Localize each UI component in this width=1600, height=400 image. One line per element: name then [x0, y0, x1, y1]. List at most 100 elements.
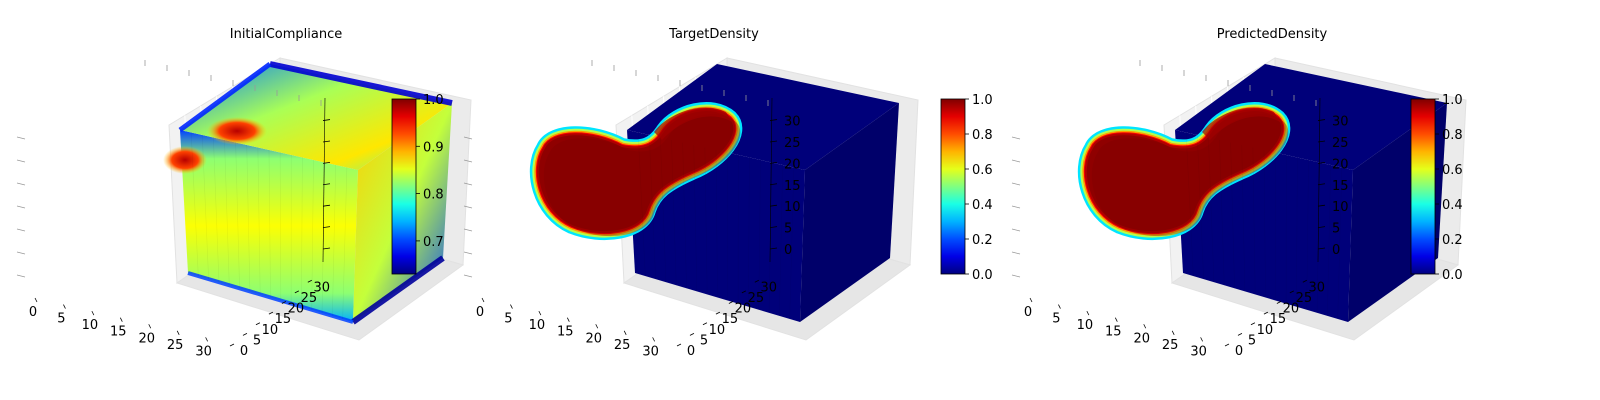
z-tick-mark [769, 204, 778, 207]
x-tick-label: 5 [504, 312, 512, 327]
z-tick-mark [322, 226, 331, 228]
voxel-line [1208, 137, 1215, 283]
voxel-line [279, 152, 282, 301]
left-tick-mark [1011, 136, 1021, 140]
voxel-line [637, 132, 646, 277]
edge-highlight [187, 271, 354, 324]
voxel-line [1219, 139, 1225, 286]
left-tick-mark [463, 274, 473, 278]
left-tick-mark [463, 251, 473, 255]
x-tick-label: 30 [1190, 344, 1207, 359]
y-tick-mark [229, 343, 235, 347]
left-tick-mark [463, 205, 473, 209]
y-tick-label: 10 [709, 323, 726, 338]
x-tick-label: 15 [1105, 325, 1122, 340]
density-core-shade [1091, 113, 1289, 237]
voxel-line [311, 159, 314, 310]
density-core [536, 109, 736, 233]
y-tick-label: 25 [1296, 291, 1313, 306]
edge-highlight [178, 61, 272, 133]
y-tick-label: 15 [1270, 312, 1287, 327]
y-tick-mark [676, 343, 682, 347]
x-tick-mark [91, 310, 95, 316]
colorbar-tick-label: 0.0 [1442, 268, 1463, 283]
z-tick-mark [322, 140, 331, 143]
edge-highlight [351, 255, 445, 325]
left-tick-mark [463, 159, 473, 163]
z-tick-label: 5 [1332, 222, 1340, 237]
y-tick-mark [702, 322, 708, 326]
voxel-line [704, 147, 708, 295]
colorbar-tick-label: 0.8 [423, 188, 444, 203]
y-tick-mark [1224, 343, 1230, 347]
y-tick-label: 25 [301, 291, 318, 306]
x-tick-mark [1058, 304, 1061, 309]
voxel-line [1230, 142, 1235, 289]
y-tick-mark [1250, 322, 1256, 326]
left-tick-mark [16, 228, 26, 232]
z-tick-mark [769, 161, 778, 164]
y-tick-label: 20 [735, 302, 752, 317]
y-tick-label: 10 [262, 323, 279, 338]
colorbar-tick-label: 1.0 [1442, 93, 1463, 108]
voxel-line [1263, 149, 1266, 298]
voxel-line [671, 139, 677, 286]
y-tick-label: 25 [748, 291, 765, 306]
x-tick-label: 0 [1024, 305, 1032, 320]
z-tick-label: 15 [784, 179, 801, 194]
voxel-line [1296, 157, 1298, 307]
x-tick-mark [148, 324, 152, 329]
y-tick-label: 15 [722, 312, 739, 327]
y-tick-mark [1276, 301, 1282, 304]
y-tick-label: 30 [1309, 280, 1326, 295]
z-tick-mark [322, 119, 331, 121]
voxel-line [715, 149, 718, 298]
z-tick-label: 15 [1332, 179, 1349, 194]
chart-title: PredictedDensity [1217, 27, 1328, 42]
colorbar-bar [1410, 98, 1436, 275]
colorbar-tick-label: 0.7 [423, 235, 444, 250]
z-tick-mark [322, 161, 331, 164]
x-tick-mark [1086, 310, 1090, 316]
z-tick-label: 25 [1332, 136, 1349, 151]
voxel-line [268, 149, 271, 298]
left-tick-mark [1011, 251, 1021, 255]
voxel-line [342, 167, 348, 319]
y-tick-label: 20 [288, 302, 305, 317]
x-tick-mark [623, 330, 627, 335]
z-tick-label: 0 [784, 243, 792, 258]
x-tick-mark [652, 337, 655, 342]
y-tick-mark [281, 301, 287, 304]
y-tick-label: 0 [240, 344, 248, 359]
x-tick-mark [1200, 337, 1203, 342]
voxel-line [1241, 144, 1246, 292]
colorbar-bar [940, 98, 966, 275]
voxel-grid [637, 132, 795, 319]
left-tick-mark [463, 228, 473, 232]
z-tick-mark [1317, 161, 1326, 164]
z-axis-line [1317, 97, 1321, 263]
z-tick-label: 0 [1332, 243, 1340, 258]
y-tick-mark [715, 311, 721, 315]
colorbar-tick-label: 0.6 [1442, 163, 1463, 178]
left-tick-mark [16, 251, 26, 255]
y-tick-mark [1289, 290, 1295, 294]
x-tick-label: 5 [57, 312, 65, 327]
x-tick-label: 10 [529, 318, 546, 333]
x-tick-label: 20 [1133, 331, 1150, 346]
x-tick-label: 30 [195, 344, 212, 359]
colorbar-tick-label: 1.0 [423, 93, 444, 108]
colorbar: 0.7 0.8 0.9 1.0 [391, 93, 444, 275]
y-tick-label: 5 [700, 333, 708, 348]
edge-highlight [269, 61, 453, 106]
z-tick-mark [769, 140, 778, 143]
colorbar-tick-label: 0.4 [1442, 198, 1463, 213]
z-tick-mark [1317, 140, 1326, 143]
y-tick-mark [728, 301, 734, 304]
chart-title: InitialCompliance [230, 27, 343, 42]
density-core [1084, 109, 1284, 233]
voxel-line [789, 167, 795, 319]
x-tick-label: 20 [138, 331, 155, 346]
x-tick-mark [1029, 297, 1033, 303]
